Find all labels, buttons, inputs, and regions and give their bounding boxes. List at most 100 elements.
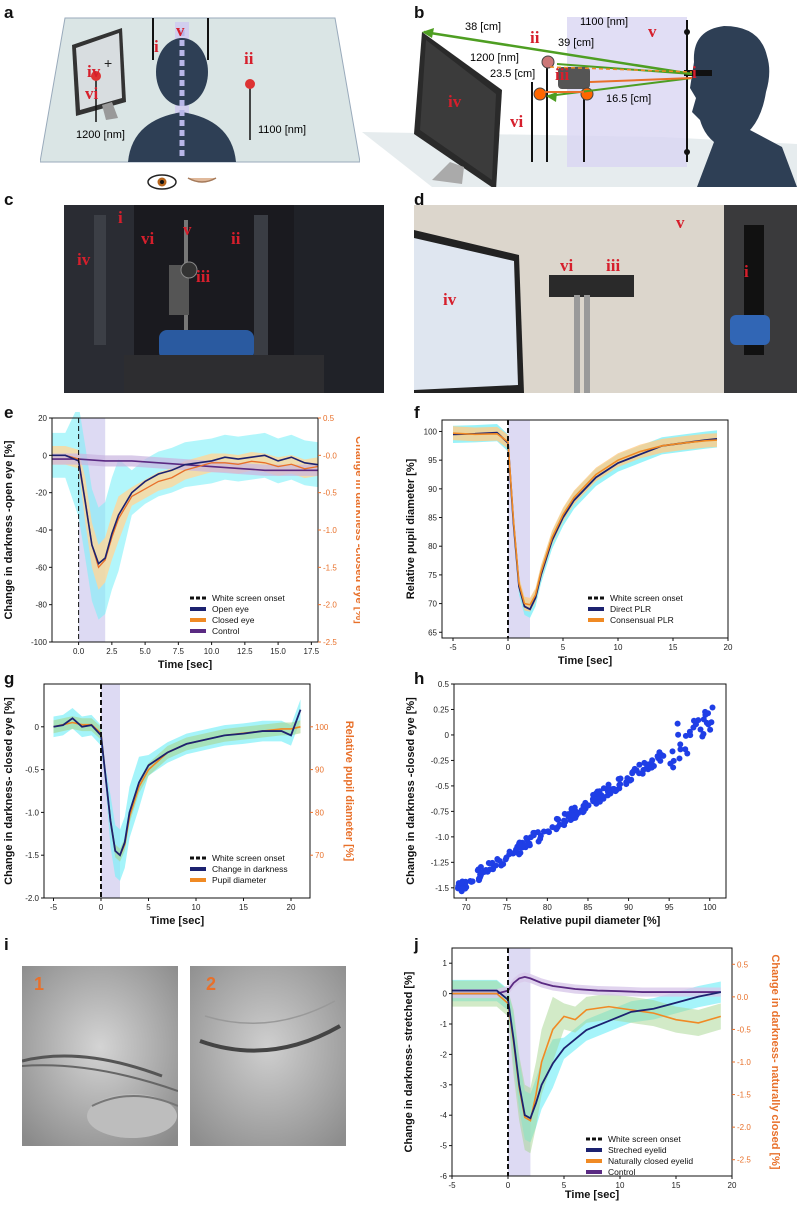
scatter-point: [469, 878, 476, 885]
label-b-vi: vi: [510, 112, 524, 131]
y-axis-title: Change in darkness -open eye [%]: [3, 440, 15, 619]
x-tick-label: 20: [728, 1181, 737, 1190]
scatter-point: [628, 776, 635, 783]
y-tick-label: 1: [443, 959, 448, 968]
scatter-point: [582, 802, 589, 809]
scatter-point: [458, 888, 465, 895]
scatter-point: [590, 791, 597, 798]
x-axis-title: Time [sec]: [565, 1189, 620, 1201]
y2-tick-label: -0.5: [737, 1025, 751, 1034]
panel-a-diagram: +: [40, 17, 360, 190]
stimulus-shade: [508, 420, 530, 638]
legend-label: Direct PLR: [610, 604, 651, 614]
label-d-v: v: [676, 213, 685, 232]
scatter-point: [670, 764, 677, 771]
y-tick-label: -0.5: [25, 766, 39, 775]
y2-tick-label: -2.5: [323, 638, 337, 647]
natural-band: [452, 980, 721, 1154]
photo-i-naturally-closed-eyelid: [190, 966, 346, 1146]
scatter-point: [709, 704, 716, 711]
series-open-eye: [52, 454, 319, 565]
y2-tick-label: 0.5: [737, 960, 749, 969]
label-a-ii: ii: [244, 49, 254, 68]
label-b-i: i: [692, 63, 697, 82]
scatter-point: [636, 761, 643, 768]
label-c-i: i: [118, 208, 123, 227]
x-tick-label: 17.5: [304, 647, 320, 656]
scatter-point: [690, 717, 697, 724]
y-tick-label: -1.5: [435, 884, 449, 893]
legend-label: White screen onset: [610, 593, 683, 603]
scatter-point: [569, 812, 576, 819]
x-tick-label: 5.0: [140, 647, 152, 656]
plot-frame: [43, 683, 311, 899]
y2-tick-label: -2.0: [737, 1123, 751, 1132]
y-tick-label: -2: [440, 1050, 448, 1059]
x-tick-label: 75: [502, 903, 511, 912]
legend-label: Closed eye: [212, 615, 255, 625]
scatter-point: [516, 842, 523, 849]
panel-label-a: a: [4, 3, 14, 22]
x-tick-label: 95: [665, 903, 674, 912]
y2-tick-label: -2.0: [323, 601, 337, 610]
series-consensual-plr: [452, 432, 718, 606]
legend-label: Pupil diameter: [212, 875, 267, 885]
y-axis-title: Change in darkness- stretched [%]: [403, 971, 415, 1152]
x-tick-label: 15.0: [270, 647, 286, 656]
y-tick-label: 20: [38, 414, 47, 423]
scatter-point: [596, 788, 603, 795]
photo-d-setup: [414, 205, 797, 393]
x-tick-label: 0: [506, 1181, 511, 1190]
y-tick-label: -0.75: [431, 807, 450, 816]
label-d-iii: iii: [606, 256, 621, 275]
y-tick-label: 0: [443, 990, 448, 999]
legend-label: White screen onset: [212, 593, 285, 603]
y-tick-label: -1.0: [435, 833, 449, 842]
series-change-in-darkness: [53, 709, 302, 857]
y-tick-label: -100: [31, 638, 48, 647]
y-tick-label: -0.5: [435, 782, 449, 791]
scatter-point: [496, 857, 503, 864]
y2-tick-label: 70: [315, 851, 324, 860]
y-tick-label: 95: [428, 456, 437, 465]
y-tick-label: -60: [35, 563, 47, 572]
y-axis-title: Relative pupil diameter [%]: [405, 458, 417, 599]
x-tick-label: -5: [448, 1181, 456, 1190]
y2-tick-label: -2.5: [737, 1156, 751, 1165]
scatter-point: [580, 808, 587, 815]
y-tick-label: 0.25: [433, 705, 449, 714]
legend-label: Consensual PLR: [610, 615, 674, 625]
scatter-point: [553, 815, 560, 822]
y-tick-label: -2.0: [25, 894, 39, 903]
panel-label-c: c: [4, 190, 14, 209]
scatter-point: [615, 776, 622, 783]
y-tick-label: -4: [440, 1111, 448, 1120]
legend-label: Control: [608, 1167, 636, 1177]
scatter-point: [623, 779, 630, 786]
photo-i-label-1: 1: [34, 974, 45, 994]
panel-b-diagram: [362, 17, 797, 187]
scatter-point: [525, 840, 532, 847]
dim-b-16: 16.5 [cm]: [606, 93, 652, 105]
y-tick-label: 65: [428, 628, 437, 637]
photo-i-stretched-eyelid: [22, 966, 178, 1146]
y-tick-label: 0: [445, 731, 450, 740]
x-tick-label: 0.0: [73, 647, 85, 656]
label-b-iv: iv: [448, 92, 462, 111]
dim-a-1200: 1200 [nm]: [76, 129, 125, 141]
dim-b-39: 39 [cm]: [558, 37, 595, 49]
scatter-point: [700, 731, 707, 738]
y2-tick-label: -1.5: [323, 563, 337, 572]
y-tick-label: 90: [428, 485, 437, 494]
series-direct-plr: [452, 431, 718, 611]
photo-c-setup: [64, 205, 384, 393]
y-tick-label: -40: [35, 526, 47, 535]
scatter-point: [658, 752, 665, 759]
label-a-i: i: [154, 37, 159, 56]
panel-label-h: h: [414, 669, 425, 688]
y2-axis-title: Change in darkness- naturally closed [%]: [769, 954, 781, 1170]
dim-b-1200: 1200 [nm]: [470, 52, 519, 64]
label-a-iv: iv: [87, 62, 101, 81]
x-tick-label: 0: [506, 643, 511, 652]
y-tick-label: -5: [440, 1142, 448, 1151]
